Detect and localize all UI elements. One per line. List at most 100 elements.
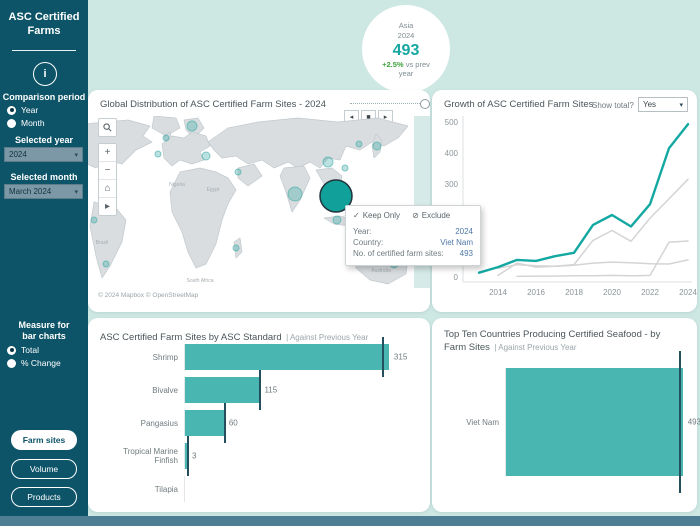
- farm-site-bubble[interactable]: [90, 216, 98, 224]
- bar-pangasius[interactable]: [185, 410, 224, 436]
- tooltip-row-label: Country:: [353, 238, 384, 247]
- tooltip-row: Year: 2024: [353, 226, 473, 237]
- radio-measure-total[interactable]: Total: [7, 345, 88, 355]
- map-pan-button[interactable]: ▸: [99, 198, 116, 215]
- sidebar-nav-volume[interactable]: Volume: [11, 459, 77, 479]
- line-series-other-country-grey-1[interactable]: [497, 178, 689, 277]
- x-tick-label: 2020: [603, 288, 621, 297]
- map-zoom-out-button[interactable]: −: [99, 162, 116, 180]
- farm-site-bubble[interactable]: [186, 120, 198, 132]
- bar-viet-nam[interactable]: [506, 368, 683, 476]
- farm-site-bubbles: [90, 120, 399, 269]
- radio-label: Total: [21, 345, 39, 355]
- radio-circle-icon: [7, 358, 16, 368]
- farm-site-bubble[interactable]: [102, 260, 110, 268]
- y-tick-label: 500: [445, 118, 459, 127]
- tooltip-row: No. of certified farm sites: 493: [353, 248, 473, 259]
- tooltip-action-exclude[interactable]: ⊘ Exclude: [412, 211, 450, 220]
- bar-bivalve[interactable]: [185, 377, 260, 403]
- search-icon: [103, 123, 112, 132]
- line-series-other-country-grey-3[interactable]: [516, 240, 689, 278]
- radio-circle-icon: [7, 118, 16, 128]
- previous-year-reference-tick: [223, 403, 226, 443]
- sidebar-nav-farm-sites[interactable]: Farm sites: [11, 430, 77, 450]
- landmass-africa: [169, 167, 237, 269]
- radio-comparison-month[interactable]: Month: [7, 118, 88, 128]
- tooltip-row-value: 2024: [455, 227, 473, 236]
- sidebar-divider: [12, 50, 76, 51]
- farm-site-bubble[interactable]: [341, 164, 349, 172]
- map-home-button[interactable]: ⌂: [99, 180, 116, 198]
- bubble-viet-nam-selected[interactable]: [319, 179, 353, 213]
- farm-site-bubble[interactable]: [234, 168, 242, 176]
- standards-bar-chart: Shrimp 315 Bivalve 115 Pangasius 60 Tropical M…: [98, 337, 420, 509]
- map-tooltip: ✓ Keep Only ⊘ Exclude Year: 2024 Country: Viet…: [345, 205, 481, 266]
- kpi-region: Asia: [398, 20, 414, 30]
- radio-label: Month: [21, 118, 45, 128]
- kpi-year: 2024: [397, 30, 415, 40]
- map-search-button[interactable]: [98, 118, 117, 137]
- farm-site-bubble[interactable]: [355, 140, 363, 148]
- tooltip-row-value: Viet Nam: [440, 238, 473, 247]
- bar-value-label: 60: [228, 418, 238, 428]
- countries-bar-chart: Viet Nam 493: [435, 351, 700, 498]
- radio-circle-icon: [7, 105, 16, 115]
- bar-tropical-marine-finfish[interactable]: [185, 443, 187, 469]
- pages-slider-handle[interactable]: [420, 99, 430, 109]
- tooltip-action-label: Keep Only: [362, 211, 401, 220]
- world-map[interactable]: Nigeria Egypt Brazil Australia South Africa: [88, 116, 430, 288]
- selected-month-dropdown[interactable]: March 2024 ▾: [4, 184, 83, 199]
- farm-site-bubble[interactable]: [287, 186, 303, 202]
- y-tick-label: 300: [445, 180, 459, 189]
- x-tick-label: 2016: [527, 288, 545, 297]
- farm-site-bubble[interactable]: [332, 215, 342, 225]
- sidebar-nav-products[interactable]: Products: [11, 487, 77, 507]
- bottom-strip: [0, 516, 700, 526]
- radio-comparison-year[interactable]: Year: [7, 105, 88, 115]
- keep-only-icon: ✓: [353, 211, 360, 220]
- map-country-labels: Nigeria Egypt Brazil Australia South Africa: [96, 182, 391, 284]
- pages-slider[interactable]: [350, 103, 426, 104]
- map-zoom-in-button[interactable]: +: [99, 144, 116, 162]
- show-total-dropdown[interactable]: Yes ▾: [638, 97, 688, 112]
- farm-site-bubble[interactable]: [162, 134, 170, 142]
- farm-site-bubble[interactable]: [201, 151, 211, 161]
- selected-year-dropdown[interactable]: 2024 ▾: [4, 147, 83, 162]
- kpi-delta: +2.5% vs prev year: [375, 60, 437, 78]
- bar-track: 3: [184, 436, 420, 476]
- farm-site-bubble[interactable]: [372, 141, 382, 151]
- bar-track: 493: [505, 351, 700, 493]
- radio-measure--change[interactable]: % Change: [7, 358, 88, 368]
- comparison-period-label: Comparison period: [2, 92, 86, 102]
- farm-site-bubble[interactable]: [154, 150, 162, 158]
- growth-line-chart[interactable]: 0100200300400500201420162018202020222024: [432, 90, 697, 305]
- map-label-south-africa: South Africa: [187, 278, 214, 284]
- info-button[interactable]: i: [33, 62, 57, 86]
- x-tick-label: 2014: [489, 288, 507, 297]
- countries-panel-title: Top Ten Countries Producing Certified Se…: [444, 329, 661, 353]
- bar-shrimp[interactable]: [185, 344, 389, 370]
- y-tick-label: 0: [454, 273, 459, 282]
- tooltip-row-label: Year:: [353, 227, 372, 236]
- standards-panel-title: ASC Certified Farm Sites by ASC Standard…: [100, 332, 369, 343]
- radio-label: % Change: [21, 358, 61, 368]
- line-series-viet-nam-highlighted-[interactable]: [477, 123, 690, 274]
- growth-panel: Growth of ASC Certified Farm Sites Show …: [432, 90, 697, 312]
- bar-value-label: 115: [264, 385, 278, 395]
- farm-site-bubble[interactable]: [232, 244, 240, 252]
- exclude-icon: ⊘: [412, 211, 419, 220]
- growth-panel-title: Growth of ASC Certified Farm Sites: [444, 99, 594, 110]
- y-tick-label: 400: [445, 149, 459, 158]
- bar-row-shrimp: Shrimp 315: [98, 337, 420, 377]
- map-label-brazil: Brazil: [96, 240, 109, 246]
- tooltip-row-label: No. of certified farm sites:: [353, 249, 444, 258]
- info-icon: i: [43, 68, 47, 80]
- tooltip-action-keep-only[interactable]: ✓ Keep Only: [353, 211, 400, 220]
- bar-category-label: Tilapia: [154, 484, 178, 494]
- landmass-asia: [207, 117, 409, 169]
- comparison-radio-group: Year Month: [0, 102, 88, 128]
- tooltip-row-value: 493: [459, 249, 473, 258]
- measure-label: Measure for bar charts: [18, 320, 70, 341]
- farm-site-bubble[interactable]: [322, 156, 334, 168]
